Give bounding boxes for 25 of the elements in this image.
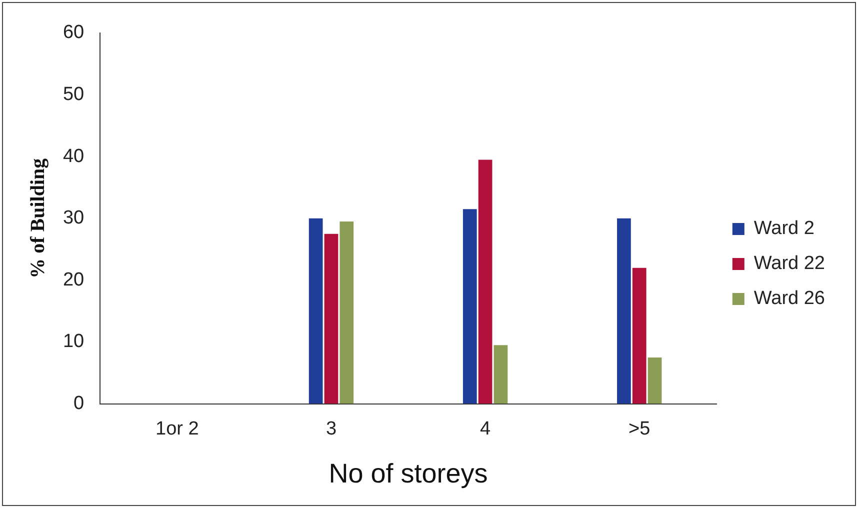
x-tick-label: 1or 2	[156, 418, 199, 440]
y-tick-label: 50	[62, 84, 84, 106]
bar	[478, 160, 492, 404]
bar	[648, 357, 662, 404]
y-tick-label: 40	[62, 146, 84, 167]
bar	[324, 234, 338, 404]
y-tick-label: 30	[62, 208, 84, 229]
bar	[632, 268, 646, 404]
x-tick-label: 3	[326, 418, 337, 440]
legend-label: Ward 22	[754, 253, 826, 274]
y-tick-label: 20	[62, 269, 84, 290]
y-axis-title: % of Building	[27, 158, 50, 278]
x-tick-label: >5	[628, 418, 650, 440]
y-tick-label: 0	[74, 393, 84, 414]
bar	[617, 218, 631, 404]
bar	[462, 209, 477, 404]
y-tick-label: 10	[62, 331, 84, 352]
x-axis-title: No of storeys	[328, 458, 488, 488]
legend-label: Ward 2	[754, 218, 814, 240]
bar	[340, 221, 354, 404]
x-tick-label: 4	[480, 418, 492, 440]
bar	[494, 345, 508, 404]
bar	[308, 218, 323, 404]
legend-label: Ward 26	[754, 288, 826, 310]
y-tick-label: 60	[62, 22, 84, 44]
